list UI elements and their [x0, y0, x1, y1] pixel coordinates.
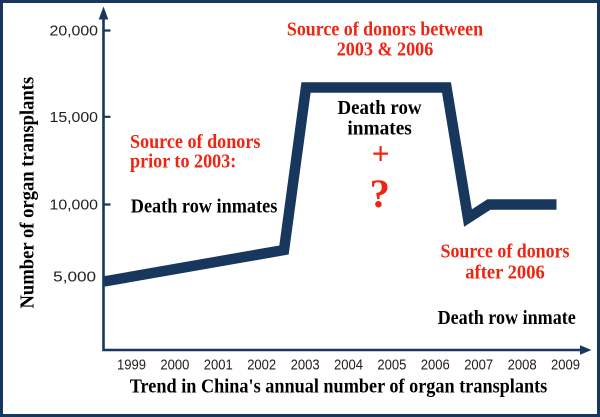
svg-text:2002: 2002	[247, 357, 276, 374]
svg-text:Source of donors: Source of donors	[441, 242, 570, 263]
svg-text:prior to 2003:: prior to 2003:	[130, 152, 236, 173]
svg-text:Death row inmate: Death row inmate	[438, 308, 577, 329]
svg-text:Death row: Death row	[338, 98, 422, 119]
svg-text:?: ?	[370, 171, 390, 216]
svg-text:after 2006: after 2006	[465, 263, 545, 284]
svg-text:2008: 2008	[508, 357, 537, 374]
svg-text:2003 & 2006: 2003 & 2006	[337, 40, 434, 61]
svg-text:2006: 2006	[421, 357, 450, 374]
svg-text:2003: 2003	[291, 357, 320, 374]
svg-text:Source of donors: Source of donors	[130, 132, 261, 153]
svg-text:2009: 2009	[551, 357, 580, 374]
svg-text:2005: 2005	[377, 357, 406, 374]
svg-text:Number of organ transplants: Number of organ transplants	[18, 76, 39, 308]
svg-text:Death row inmates: Death row inmates	[131, 197, 278, 218]
svg-text:inmates: inmates	[347, 118, 412, 139]
svg-text:Trend in China's annual number: Trend in China's annual number of organ …	[130, 376, 548, 398]
svg-text:2001: 2001	[204, 357, 233, 374]
svg-text:5,000: 5,000	[53, 269, 96, 286]
svg-text:1999: 1999	[117, 357, 146, 374]
svg-text:2000: 2000	[160, 357, 189, 374]
svg-text:15,000: 15,000	[50, 109, 99, 126]
svg-text:10,000: 10,000	[50, 197, 99, 214]
svg-text:2004: 2004	[334, 357, 363, 374]
svg-text:Source of donors between: Source of donors between	[287, 20, 483, 41]
svg-text:20,000: 20,000	[50, 23, 99, 40]
svg-text:2007: 2007	[464, 357, 493, 374]
svg-text:+: +	[372, 136, 390, 171]
